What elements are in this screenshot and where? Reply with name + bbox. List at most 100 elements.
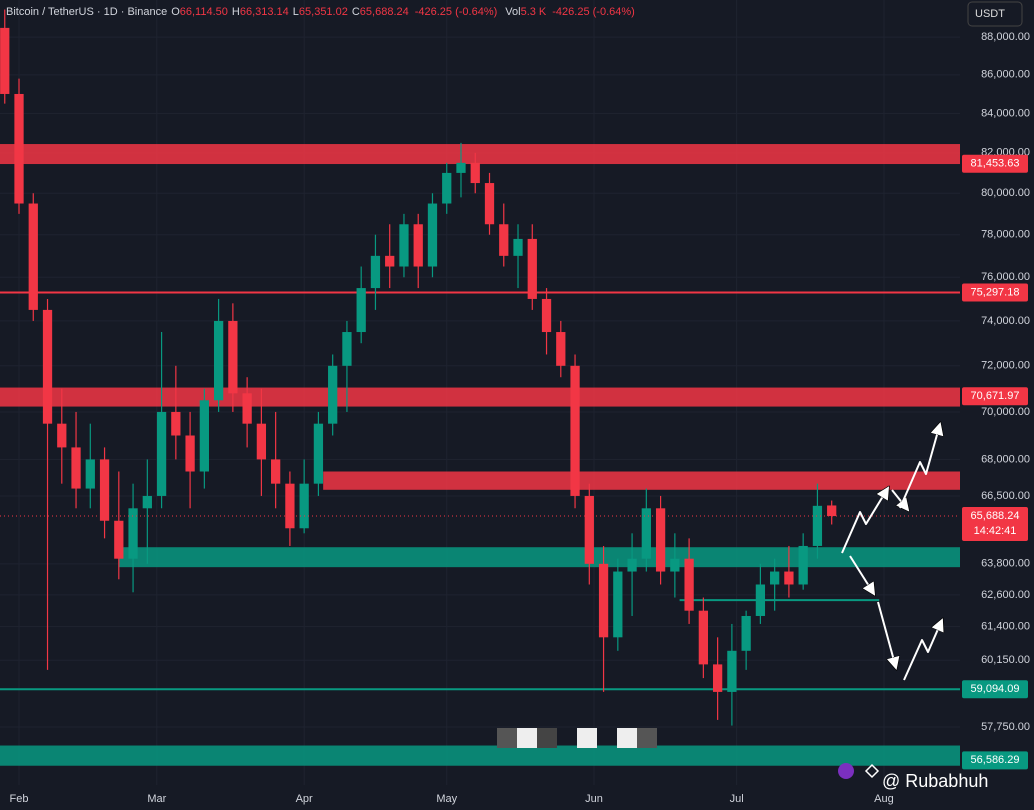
candle-body [712, 664, 723, 692]
ui-blocks [497, 728, 657, 748]
header-text: 65,351.02 [299, 6, 348, 18]
last-price-tag [962, 507, 1028, 542]
candle-body [484, 183, 495, 225]
price-tag-label: 56,586.29 [971, 754, 1020, 766]
candle-body [770, 571, 780, 585]
x-tick-label: Jul [730, 793, 744, 805]
candle-body [242, 393, 252, 424]
zone [0, 745, 960, 766]
block [537, 728, 557, 748]
projection-arrows [841, 424, 942, 681]
candle-body [256, 423, 267, 460]
plot-area [0, 0, 960, 785]
candle-body [570, 365, 580, 496]
x-tick-label: May [436, 793, 457, 805]
candle-body [285, 483, 295, 529]
arrow [877, 601, 896, 668]
block [617, 728, 637, 748]
zone [323, 471, 960, 490]
currency-button[interactable] [967, 1, 1023, 27]
zone [0, 144, 960, 165]
header: Bitcoin / TetherUS · 1D · Binance O66,114… [6, 6, 635, 18]
header-text: Vol [505, 6, 520, 18]
candle-body [299, 483, 309, 529]
candle-body [71, 447, 81, 489]
axes: 88,000.0086,000.0084,000.0082,000.0080,0… [10, 31, 1030, 805]
candle-body [0, 27, 10, 94]
y-tick-label: 78,000.00 [981, 229, 1030, 241]
candle-body [28, 203, 38, 310]
candle-body [584, 495, 594, 564]
y-tick-label: 88,000.00 [981, 31, 1030, 43]
price-tag-label: 81,453.63 [971, 158, 1020, 170]
candle-body [727, 650, 737, 692]
header-text: -426.25 (-0.64%) [552, 6, 635, 18]
candle-body [741, 615, 751, 651]
header-text: O [171, 6, 180, 18]
price-tag-label: 75,297.18 [971, 286, 1020, 298]
price-tag [962, 283, 1028, 302]
candle-body [356, 288, 366, 333]
candle-body [42, 309, 53, 424]
y-tick-label: 62,600.00 [981, 589, 1030, 601]
currency-label: USDT [975, 8, 1005, 20]
y-tick-label: 70,000.00 [981, 406, 1030, 418]
y-tick-label: 72,000.00 [981, 360, 1030, 372]
watermark: @ Rubabhuh [882, 771, 988, 791]
candle-body [213, 320, 224, 401]
header-text: 66,313.14 [240, 6, 289, 18]
candle-body [85, 459, 95, 489]
arrow [899, 424, 940, 509]
candle-body [370, 255, 381, 289]
y-tick-label: 80,000.00 [981, 187, 1030, 199]
candle-body [413, 224, 423, 267]
candle-body [755, 584, 766, 616]
candle-body [142, 495, 152, 509]
block [577, 728, 597, 748]
candle-body [385, 255, 395, 267]
logo [838, 763, 854, 779]
x-tick-label: Jun [585, 793, 603, 805]
y-tick-label: 76,000.00 [981, 271, 1030, 283]
header-text: Bitcoin / TetherUS · 1D · Binance [6, 6, 167, 18]
y-tick-label: 84,000.00 [981, 107, 1030, 119]
header-text: 5.3 K [521, 6, 547, 18]
candle-body [271, 459, 281, 484]
arrow [903, 620, 942, 681]
header-text: C [352, 6, 360, 18]
candle-body [499, 224, 509, 256]
arrow [849, 555, 874, 594]
candle-body [470, 162, 480, 184]
candle-body [641, 508, 651, 559]
candle-body [14, 93, 24, 204]
x-tick-label: Apr [296, 793, 313, 805]
y-tick-label: 66,500.00 [981, 490, 1030, 502]
candle-body [812, 505, 823, 546]
countdown: 14:42:41 [974, 525, 1017, 537]
candle-body [684, 558, 694, 611]
candle-body [655, 508, 666, 572]
arrow [891, 489, 908, 510]
block [637, 728, 657, 748]
y-tick-label: 57,750.00 [981, 721, 1030, 733]
binance-icon [864, 763, 880, 779]
candle-body [670, 558, 680, 572]
candle-body [342, 332, 352, 366]
candle-body [798, 545, 808, 585]
candle-body [99, 459, 110, 521]
candle-body [313, 423, 324, 484]
header-text: 65,688.24 [360, 6, 409, 18]
candle-body [328, 365, 338, 424]
y-tick-label: 74,000.00 [981, 315, 1030, 327]
header-text: L [293, 6, 299, 18]
arrow [841, 488, 888, 554]
block [517, 728, 537, 748]
candle-body [199, 400, 209, 472]
candle-body [442, 172, 452, 204]
candle-body [114, 520, 124, 559]
candle-body [556, 332, 566, 366]
time-axis [0, 786, 960, 810]
candle-body [57, 423, 67, 448]
y-tick-label: 63,800.00 [981, 558, 1030, 570]
